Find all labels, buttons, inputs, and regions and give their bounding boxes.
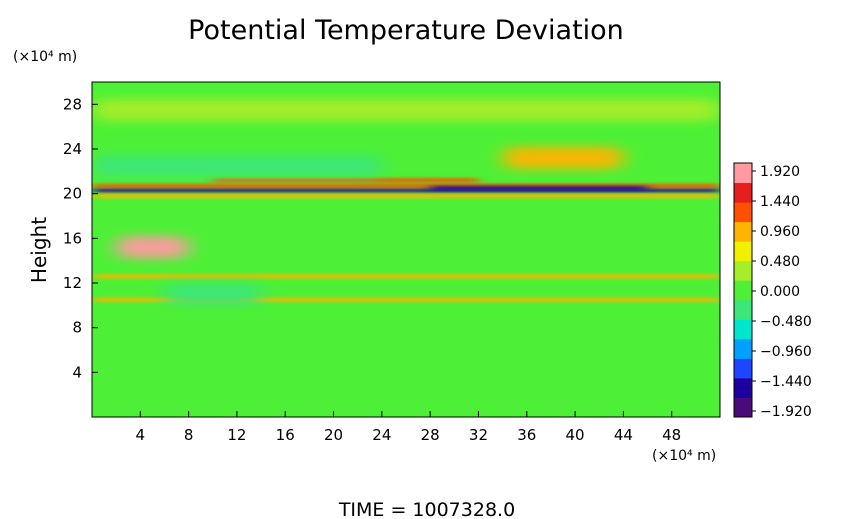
colorbar-tick-label: 1.440	[760, 194, 800, 210]
colorbar: 1.920 1.440 0.960 0.480 0.000 −0.480 −0.960 −1.…	[733, 162, 812, 420]
colorbar-tick-label: 0.960	[760, 224, 800, 240]
y-tick-label: 28	[63, 95, 82, 113]
x-tick-label: 16	[276, 426, 295, 444]
chart-title: Potential Temperature Deviation	[188, 15, 624, 46]
colorbar-tick-label: −1.440	[760, 374, 812, 390]
colorbar-tick-label: −1.920	[760, 404, 812, 420]
plot-frame	[91, 81, 721, 418]
y-axis-ticks: 4 8 12 16 20 24 28	[63, 95, 98, 381]
time-label: TIME = 1007328.0	[338, 499, 515, 519]
field-feature	[502, 146, 624, 169]
field-feature	[430, 186, 648, 191]
colorbar-swatch	[734, 338, 752, 359]
colorbar-swatch	[734, 319, 752, 340]
field-feature	[92, 154, 382, 177]
plot-area	[91, 81, 721, 418]
y-tick-label: 4	[72, 363, 82, 381]
colorbar-tick-label: −0.960	[760, 344, 812, 360]
x-tick-label: 12	[227, 426, 246, 444]
x-tick-label: 24	[372, 426, 391, 444]
x-tick-label: 4	[136, 426, 146, 444]
colorbar-swatch	[734, 202, 752, 223]
colorbar-swatch	[734, 182, 752, 203]
x-tick-label: 8	[184, 426, 194, 444]
y-tick-label: 24	[63, 140, 82, 158]
colorbar-swatch	[734, 163, 752, 184]
y-axis-label: Height	[27, 217, 51, 283]
x-tick-label: 28	[421, 426, 440, 444]
y-tick-label: 20	[63, 185, 82, 203]
x-axis-ticks: 4 8 12 16 20 24 28 32 36 40 44 48	[136, 411, 681, 444]
field-feature	[92, 98, 720, 121]
x-tick-label: 20	[324, 426, 343, 444]
field-feature	[164, 283, 262, 306]
y-unit-label: (×10⁴ m)	[13, 49, 77, 65]
field-feature	[116, 236, 189, 259]
colorbar-swatch	[734, 377, 752, 398]
colorbar-tick-label: 0.480	[760, 254, 800, 270]
colorbar-swatch	[734, 260, 752, 281]
colorbar-swatch	[734, 299, 752, 320]
x-unit-label: (×10⁴ m)	[652, 448, 716, 464]
y-tick-label: 8	[72, 319, 82, 337]
field-feature	[92, 274, 720, 279]
field-feature	[212, 178, 479, 183]
y-tick-label: 12	[63, 274, 82, 292]
colorbar-tick-label: −0.480	[760, 314, 812, 330]
colorbar-swatch	[734, 241, 752, 262]
colorbar-swatch	[734, 221, 752, 242]
x-tick-label: 44	[614, 426, 633, 444]
x-tick-label: 40	[566, 426, 585, 444]
colorbar-swatch	[734, 280, 752, 301]
colorbar-tick-label: 0.000	[760, 284, 800, 300]
x-tick-label: 32	[469, 426, 488, 444]
colorbar-frame	[733, 162, 753, 418]
y-tick-label: 16	[63, 229, 82, 247]
colorbar-swatch	[734, 397, 752, 418]
x-tick-label: 48	[662, 426, 681, 444]
plot-background	[92, 82, 720, 417]
colorbar-swatch	[734, 358, 752, 379]
colorbar-tick-label: 1.920	[760, 164, 800, 180]
field-feature	[92, 193, 720, 198]
x-tick-label: 36	[517, 426, 536, 444]
